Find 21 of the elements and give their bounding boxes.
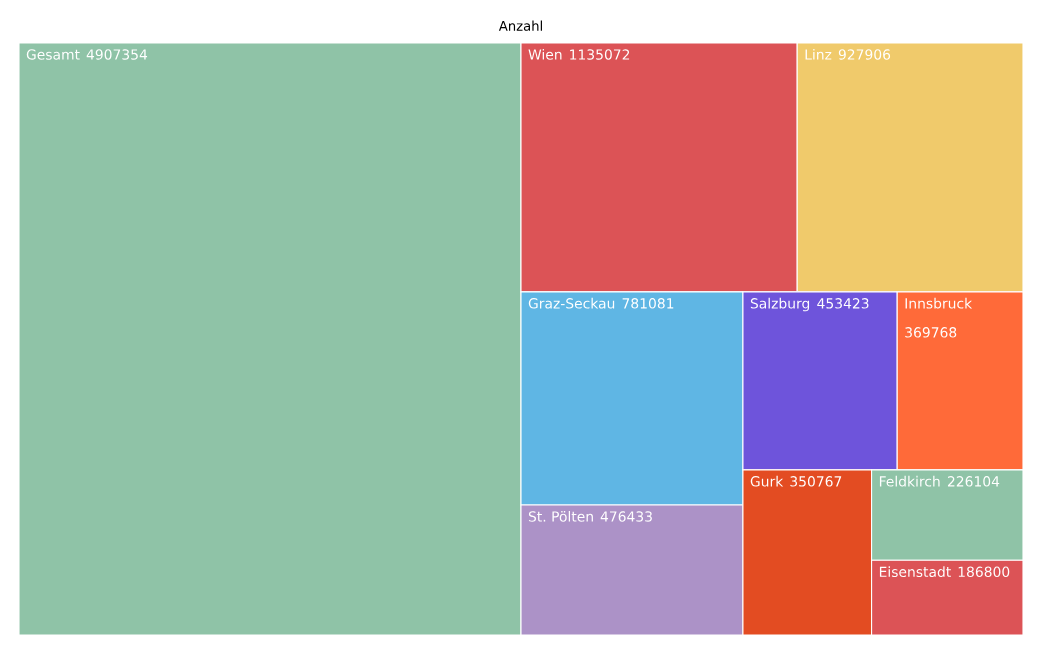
data-label: 927906 xyxy=(838,49,891,60)
data-label: 369768 xyxy=(905,327,957,338)
data-label: 186800 xyxy=(958,566,1010,578)
data-label: 476433 xyxy=(600,511,652,522)
data-label: 4907354 xyxy=(86,49,148,60)
category-label: Gesamt xyxy=(26,49,80,60)
data-label: 350767 xyxy=(790,476,842,487)
data-label: 226104 xyxy=(947,476,1000,487)
data-label: 781081 xyxy=(622,298,674,309)
category-label: Salzburg xyxy=(750,297,810,312)
category-label: Linz xyxy=(805,49,832,60)
category-label: Wien xyxy=(528,49,562,60)
category-label: Eisenstadt xyxy=(879,566,951,578)
data-label: 453423 xyxy=(817,298,869,309)
text: Anzahl xyxy=(498,20,542,31)
category-label: Innsbruck xyxy=(905,297,973,309)
category-label: St. Pölten xyxy=(528,511,593,522)
category-label: Graz-Seckau xyxy=(528,297,615,309)
category-label: Feldkirch xyxy=(879,475,940,487)
category-label: Gurk xyxy=(750,475,784,487)
data-label: 1135072 xyxy=(570,49,630,60)
